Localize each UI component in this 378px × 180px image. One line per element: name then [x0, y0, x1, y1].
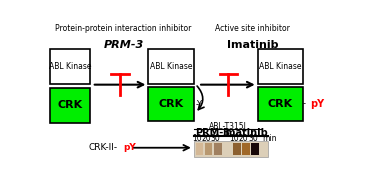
- Text: ABL Kinase: ABL Kinase: [259, 62, 301, 71]
- Text: CRK-II-: CRK-II-: [88, 143, 118, 152]
- Bar: [257, 87, 303, 121]
- Text: 30: 30: [211, 134, 220, 143]
- Text: ABL-T315I: ABL-T315I: [209, 122, 246, 131]
- Bar: [251, 143, 259, 155]
- Bar: [214, 143, 222, 155]
- Bar: [148, 87, 194, 121]
- Text: pY: pY: [310, 99, 324, 109]
- Bar: [196, 143, 203, 155]
- Text: 20: 20: [239, 134, 248, 143]
- Text: 10: 10: [229, 134, 239, 143]
- Text: ABL Kinase: ABL Kinase: [48, 62, 91, 71]
- Bar: [148, 49, 194, 84]
- Text: Protein-protein interaction inhibitor: Protein-protein interaction inhibitor: [55, 24, 192, 33]
- Bar: [50, 88, 90, 123]
- Bar: [50, 49, 90, 84]
- Text: 10: 10: [192, 134, 202, 143]
- Text: CRK: CRK: [158, 99, 183, 109]
- Bar: [233, 143, 240, 155]
- Text: -Y: -Y: [196, 100, 203, 109]
- Bar: [242, 143, 250, 155]
- Bar: [257, 49, 303, 84]
- Text: CRK: CRK: [268, 99, 293, 109]
- Text: PRM-3: PRM-3: [195, 128, 230, 138]
- Text: PRM-3: PRM-3: [103, 40, 144, 50]
- Text: Imatinib: Imatinib: [222, 128, 268, 138]
- Text: min: min: [262, 134, 276, 143]
- Bar: [205, 143, 212, 155]
- Text: ABL Kinase: ABL Kinase: [150, 62, 192, 71]
- Text: 30: 30: [248, 134, 258, 143]
- Text: 20: 20: [201, 134, 211, 143]
- Text: CRK: CRK: [57, 100, 82, 110]
- Text: Active site inhibitor: Active site inhibitor: [215, 24, 290, 33]
- Text: Imatinib: Imatinib: [226, 40, 278, 50]
- Bar: [194, 141, 268, 157]
- Text: pY: pY: [123, 143, 136, 152]
- Text: -: -: [303, 100, 306, 109]
